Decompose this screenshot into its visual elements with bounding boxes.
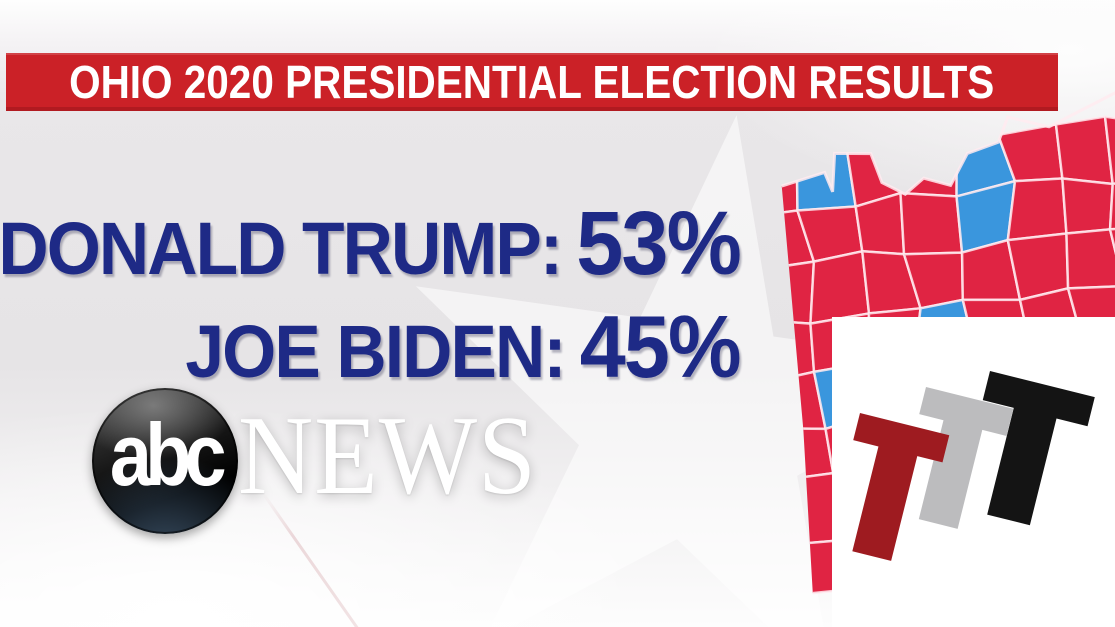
ttt-watermark-logo bbox=[852, 371, 1095, 561]
county-cell bbox=[1103, 115, 1115, 186]
abc-news-wordmark: NEWS bbox=[238, 394, 537, 518]
county-cell bbox=[1108, 173, 1115, 231]
candidate-name-biden: JOE BIDEN: bbox=[185, 310, 567, 393]
result-line-trump: DONALD TRUMP: 53% bbox=[0, 194, 742, 294]
abc-logo-text: abc bbox=[110, 405, 227, 504]
county-cell bbox=[809, 250, 871, 325]
t-letter-black bbox=[982, 371, 1095, 526]
candidate-pct-trump: 53% bbox=[576, 194, 742, 294]
candidate-pct-biden: 45% bbox=[580, 297, 742, 396]
county-cell bbox=[1061, 177, 1114, 235]
result-line-biden: JOE BIDEN: 45% bbox=[185, 297, 742, 396]
county-cell bbox=[899, 191, 964, 256]
candidate-name-trump: DONALD TRUMP: bbox=[0, 207, 563, 290]
headline-banner: OHIO 2020 PRESIDENTIAL ELECTION RESULTS bbox=[6, 53, 1058, 111]
banner-title: OHIO 2020 PRESIDENTIAL ELECTION RESULTS bbox=[69, 56, 995, 108]
lake-erie-coastline bbox=[781, 82, 1115, 196]
county-cell bbox=[1065, 228, 1115, 290]
t-letter-gray bbox=[918, 387, 1014, 529]
t-letter-red bbox=[852, 413, 950, 561]
abc-logo-circle: abc bbox=[92, 388, 238, 534]
